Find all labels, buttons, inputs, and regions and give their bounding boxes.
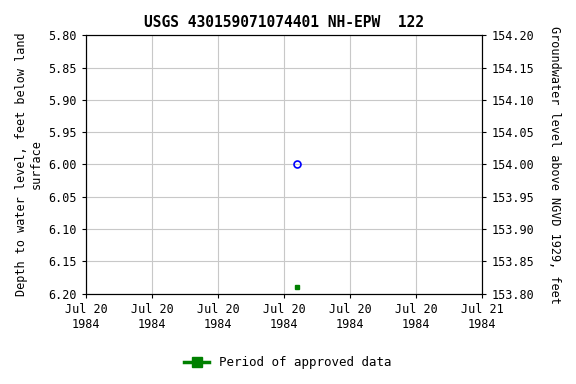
Legend: Period of approved data: Period of approved data bbox=[179, 351, 397, 374]
Y-axis label: Groundwater level above NGVD 1929, feet: Groundwater level above NGVD 1929, feet bbox=[548, 25, 561, 303]
Y-axis label: Depth to water level, feet below land
surface: Depth to water level, feet below land su… bbox=[15, 33, 43, 296]
Title: USGS 430159071074401 NH-EPW  122: USGS 430159071074401 NH-EPW 122 bbox=[144, 15, 424, 30]
